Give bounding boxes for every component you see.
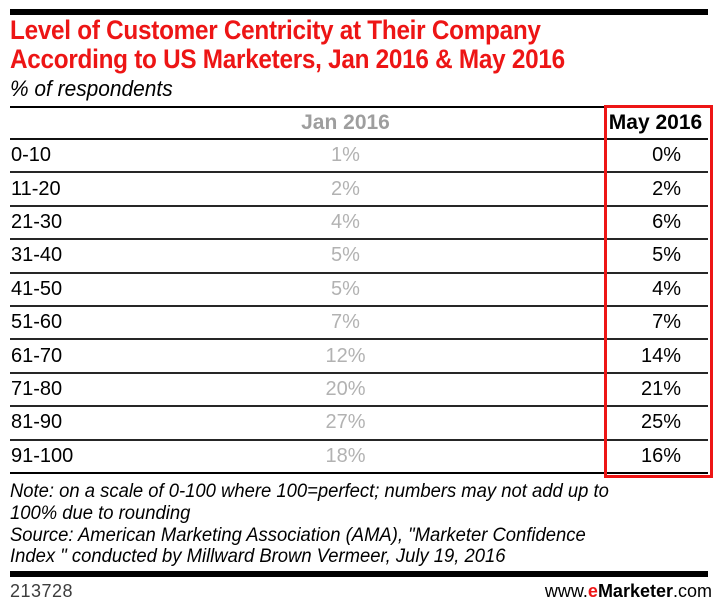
may-value: 4% — [652, 277, 681, 300]
jan-value: 18% — [325, 444, 366, 467]
may-value: 0% — [652, 144, 681, 167]
chart-id: 213728 — [10, 581, 74, 601]
may-value: 16% — [640, 444, 681, 467]
brand-e: e — [587, 581, 598, 601]
table-row: 41-50 5% 4% — [10, 274, 708, 307]
jan-value: 4% — [331, 210, 360, 233]
row-label: 41-50 — [11, 277, 63, 300]
row-label: 31-40 — [11, 244, 63, 267]
bottom-rule — [10, 571, 708, 577]
table-row: 31-40 5% 5% — [10, 240, 708, 274]
jan-value: 1% — [331, 144, 360, 167]
table-row: 81-90 27% 25% — [10, 407, 708, 441]
column-header-jan-2016: Jan 2016 — [301, 111, 390, 134]
emarketer-url[interactable]: www.eMarketer.com — [545, 581, 712, 602]
jan-value: 12% — [325, 344, 366, 367]
row-label: 0-10 — [11, 144, 52, 167]
chart-title: Level of Customer Centricity at Their Co… — [10, 16, 565, 74]
column-header-may-2016: May 2016 — [608, 111, 703, 134]
footer: 213728 www.eMarketer.com — [10, 581, 712, 602]
may-value: 14% — [640, 344, 681, 367]
jan-value: 2% — [331, 177, 360, 200]
row-label: 61-70 — [11, 344, 63, 367]
table-row: 0-10 1% 0% — [10, 140, 708, 174]
chart-title-line-2: According to US Marketers, Jan 2016 & Ma… — [10, 44, 565, 74]
url-prefix: www. — [544, 581, 588, 601]
table-header-row: Jan 2016 May 2016 — [10, 108, 708, 140]
jan-value: 7% — [331, 311, 360, 334]
jan-value: 27% — [325, 411, 366, 434]
may-value: 21% — [640, 377, 681, 400]
row-label: 11-20 — [11, 177, 61, 200]
table-row: 11-20 2% 2% — [10, 173, 708, 207]
chart-subtitle: % of respondents — [10, 76, 173, 101]
jan-value: 5% — [331, 244, 360, 267]
table-row: 51-60 7% 7% — [10, 307, 708, 341]
may-value: 2% — [652, 177, 681, 200]
row-label: 71-80 — [11, 377, 63, 400]
table-row: 91-100 18% 16% — [10, 441, 708, 474]
row-label: 51-60 — [11, 311, 63, 334]
note-line-1: Note: on a scale of 0-100 where 100=perf… — [10, 481, 609, 502]
url-suffix: .com — [672, 581, 712, 601]
note-line-2: 100% due to rounding — [10, 502, 191, 524]
footnotes: Note: on a scale of 0-100 where 100=perf… — [10, 481, 609, 568]
table-row: 21-30 4% 6% — [10, 207, 708, 241]
table-row: 71-80 20% 21% — [10, 374, 708, 408]
brand-rest: Marketer — [597, 581, 673, 601]
row-label: 91-100 — [11, 444, 74, 467]
may-value: 25% — [640, 411, 681, 434]
source-line-2: Index " conducted by Millward Brown Verm… — [10, 546, 506, 568]
data-table: Jan 2016 May 2016 0-10 1% 0% 11-20 2% 2%… — [10, 106, 708, 474]
row-label: 21-30 — [11, 210, 63, 233]
jan-value: 5% — [331, 277, 360, 300]
chart-title-line-1: Level of Customer Centricity at Their Co… — [10, 15, 541, 45]
top-rule — [10, 9, 708, 15]
row-label: 81-90 — [11, 411, 63, 434]
may-value: 6% — [652, 210, 681, 233]
may-value: 7% — [652, 311, 681, 334]
source-line-1: Source: American Marketing Association (… — [10, 524, 586, 546]
may-value: 5% — [652, 244, 681, 267]
table-row: 61-70 12% 14% — [10, 340, 708, 374]
jan-value: 20% — [325, 377, 366, 400]
